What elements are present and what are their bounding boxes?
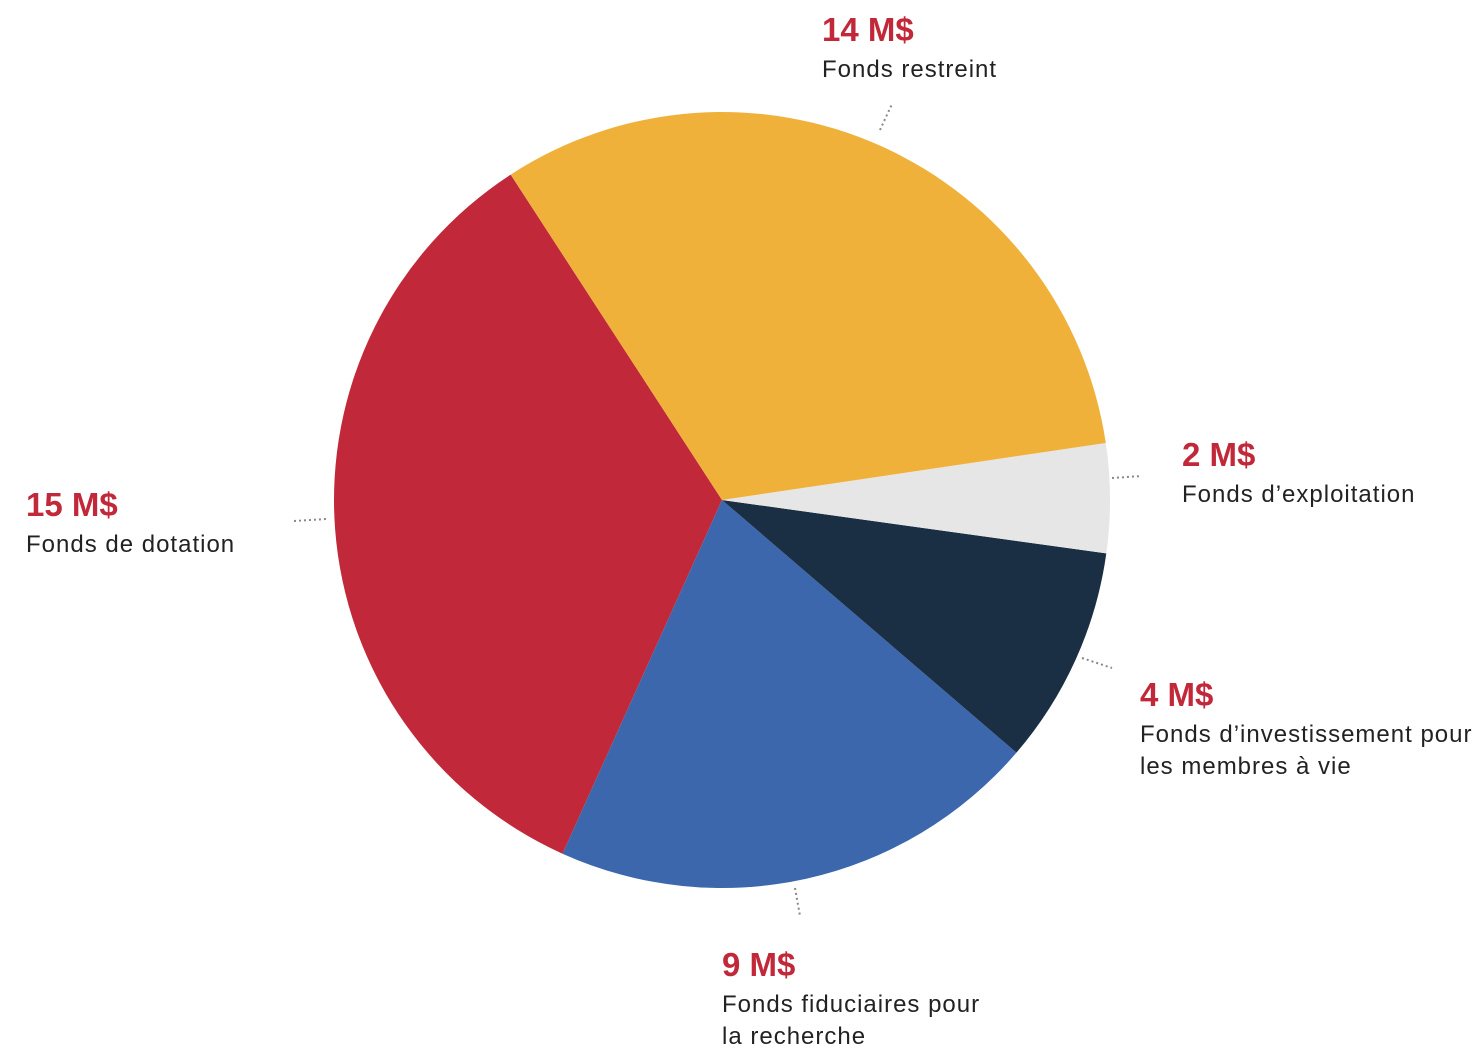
slice-label: 2 M$ Fonds d’exploitation bbox=[1182, 435, 1482, 511]
value-label: 15 M$ bbox=[26, 486, 118, 523]
leader-line bbox=[1111, 475, 1143, 479]
leader-line bbox=[1081, 657, 1113, 669]
pie-slice bbox=[722, 500, 1107, 753]
category-label: Fonds d’investissement pour les membres … bbox=[1140, 721, 1473, 780]
category-label: Fonds restreint bbox=[822, 56, 998, 83]
pie-slice bbox=[562, 500, 1017, 888]
pie-slice bbox=[334, 174, 722, 854]
leader-line bbox=[879, 103, 893, 131]
category-label: Fonds d’exploitation bbox=[1182, 481, 1416, 508]
category-label: Fonds fiduciaires pour la recherche bbox=[722, 991, 981, 1048]
category-label: Fonds de dotation bbox=[26, 531, 236, 558]
pie-slice bbox=[722, 442, 1110, 554]
value-label: 4 M$ bbox=[1140, 676, 1214, 713]
slice-label: 15 M$ Fonds de dotation bbox=[26, 485, 326, 561]
pie-slice bbox=[510, 112, 1106, 501]
value-label: 14 M$ bbox=[822, 11, 914, 48]
slice-label: 4 M$ Fonds d’investissement pour les memb… bbox=[1140, 675, 1480, 783]
slice-label: 14 M$ Fonds restreint bbox=[822, 10, 1122, 86]
slice-label: 9 M$ Fonds fiduciaires pour la recherche bbox=[722, 945, 982, 1048]
leader-line bbox=[293, 518, 327, 522]
value-label: 2 M$ bbox=[1182, 436, 1256, 473]
value-label: 9 M$ bbox=[722, 946, 796, 983]
leader-line bbox=[794, 887, 801, 917]
